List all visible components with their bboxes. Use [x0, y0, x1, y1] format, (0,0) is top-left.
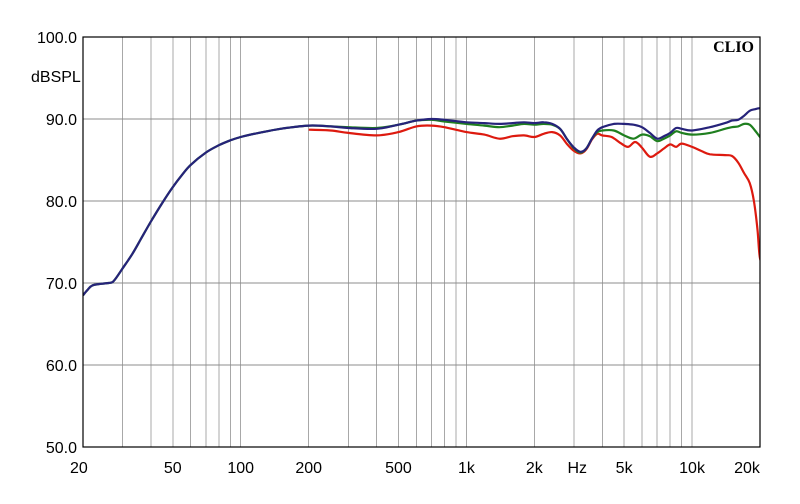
minor-grid	[122, 37, 693, 447]
x-tick-label: 20k	[734, 460, 761, 477]
x-axis-unit-label: Hz	[568, 460, 588, 477]
y-tick-label: 50.0	[46, 440, 77, 457]
series-lines	[83, 107, 760, 296]
y-tick-labels: 100.0 90.0 80.0 70.0 60.0 50.0	[37, 30, 77, 457]
plot-frame	[82, 36, 761, 448]
x-tick-labels: 20 50 100 200 500 1k 2k 5k 10k 20k Hz	[70, 460, 761, 477]
x-tick-label: 50	[164, 460, 182, 477]
y-tick-label: 70.0	[46, 276, 77, 293]
x-tick-label: 10k	[679, 460, 706, 477]
x-tick-label: 500	[385, 460, 412, 477]
x-tick-label: 5k	[616, 460, 634, 477]
y-tick-label: 100.0	[37, 30, 77, 47]
major-grid	[83, 118, 760, 366]
x-tick-label: 1k	[458, 460, 476, 477]
x-tick-label: 200	[295, 460, 322, 477]
clio-logo-text: CLIO	[713, 39, 754, 56]
y-tick-label: 80.0	[46, 194, 77, 211]
x-tick-label: 2k	[526, 460, 544, 477]
series-line-1	[308, 124, 760, 262]
y-axis-label: dBSPL	[31, 69, 81, 86]
series-line-2	[83, 118, 760, 296]
x-tick-label: 100	[227, 460, 254, 477]
y-tick-label: 90.0	[46, 112, 77, 129]
series-line-3	[83, 107, 760, 296]
y-tick-label: 60.0	[46, 358, 77, 375]
x-tick-label: 20	[70, 460, 88, 477]
